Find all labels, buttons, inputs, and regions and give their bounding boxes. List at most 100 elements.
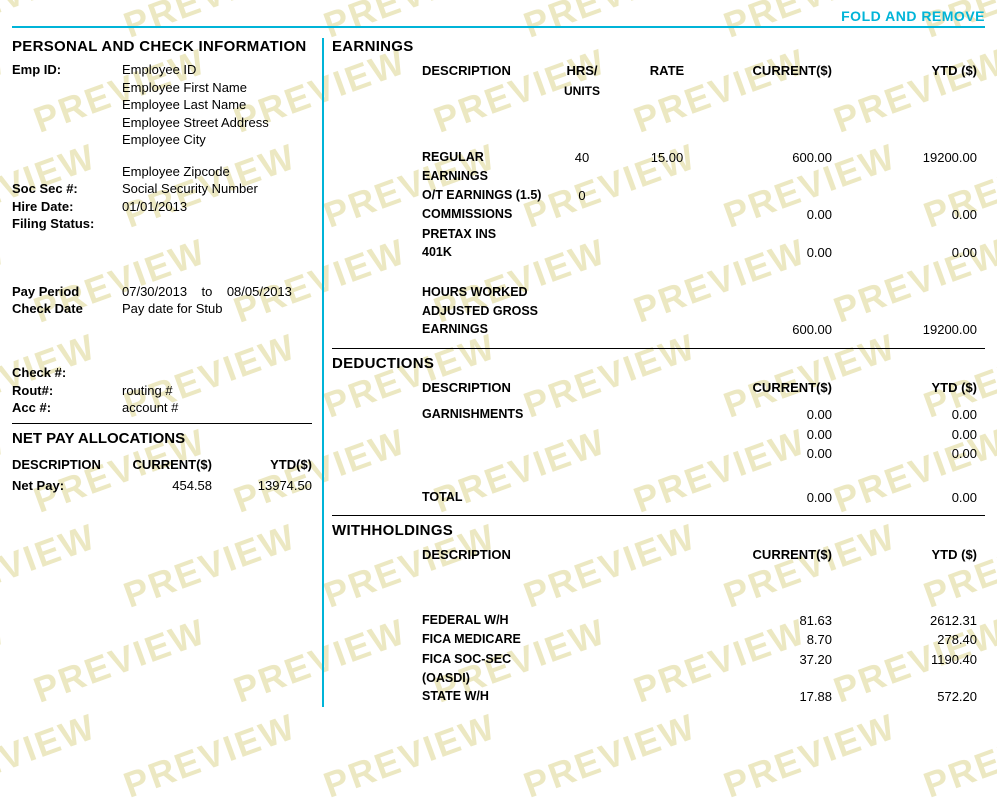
e-desc: COMMISSIONS [332,205,542,225]
d-total-label: TOTAL [332,488,542,508]
filing-label: Filing Status: [12,215,122,233]
account-label: Acc #: [12,399,122,417]
check-num-label: Check #: [12,364,122,382]
check-num [122,364,312,382]
deduction-row: 0.000.00 [332,425,985,445]
e-hrs [542,243,622,263]
withholdings-header: DESCRIPTION CURRENT($) YTD ($) [332,545,985,565]
w-h-cur: CURRENT($) [712,545,832,565]
np-row-ytd: 13974.50 [212,478,312,493]
deduction-row: 0.000.00 [332,444,985,464]
d-h-desc: DESCRIPTION [332,378,542,398]
filing-status [122,215,312,233]
e-ytd: 0.00 [832,205,985,225]
withholding-row: STATE W/H 17.88572.20 [332,687,985,707]
e-cur [712,225,832,244]
np-h-desc: DESCRIPTION [12,457,112,472]
deductions-total-row: TOTAL 0.00 0.00 [332,488,985,508]
w-ytd: 2612.31 [832,611,985,631]
d-cur: 0.00 [712,425,832,445]
e-hrs [542,205,622,225]
e-h-rate: RATE [622,61,712,100]
w-ytd: 572.20 [832,687,985,707]
w-h-desc: DESCRIPTION [332,545,542,565]
emp-city: Employee City [122,131,312,149]
withholding-row: FICA MEDICARE8.70278.40 [332,630,985,650]
deductions-header: DESCRIPTION CURRENT($) YTD ($) [332,378,985,398]
w-desc: FICA MEDICARE [332,630,542,650]
e-rate [622,205,712,225]
e-rate [622,243,712,263]
emp-street: Employee Street Address [122,114,312,132]
withholdings-title: WITHHOLDINGS [332,522,985,539]
d-total-ytd: 0.00 [832,488,985,508]
earnings-row: REGULAR EARNINGS4015.00600.0019200.00 [332,148,985,186]
hire-label: Hire Date: [12,198,122,216]
e-h-hrs: HRS/UNITS [542,61,622,100]
e-cur: 0.00 [712,243,832,263]
routing-label: Rout#: [12,382,122,400]
check-date-label: Check Date [12,300,122,318]
pay-period-row: Pay Period 07/30/2013 to 08/05/2013 [12,283,312,301]
np-h-ytd: YTD($) [212,457,312,472]
fold-label: FOLD AND REMOVE [12,8,985,24]
earnings-row: 401K 0.000.00 [332,243,985,263]
e-ytd: 19200.00 [832,148,985,186]
netpay-title: NET PAY ALLOCATIONS [12,430,312,447]
e-h-ytd: YTD ($) [832,61,985,100]
account-num: account # [122,399,312,417]
d-desc [332,425,542,445]
hire-date: 01/01/2013 [122,198,312,216]
d-desc: GARNISHMENTS [332,405,542,425]
deductions-title: DEDUCTIONS [332,355,985,372]
pay-period-to: 08/05/2013 [227,284,292,299]
e-ytd: 0.00 [832,243,985,263]
d-desc [332,444,542,464]
e-hrs: 0 [542,186,622,206]
paystub-document: FOLD AND REMOVE PERSONAL AND CHECK INFOR… [0,0,997,707]
e-desc: 401K [332,243,542,263]
e-cur: 0.00 [712,205,832,225]
personal-title: PERSONAL AND CHECK INFORMATION [12,38,312,55]
ssn-label: Soc Sec #: [12,180,122,198]
e-hrs: 40 [542,148,622,186]
left-panel: PERSONAL AND CHECK INFORMATION Emp ID: Em… [12,38,322,707]
e-desc: O/T EARNINGS (1.5) [332,186,542,206]
e-cur: 600.00 [712,148,832,186]
d-h-ytd: YTD ($) [832,378,985,398]
earnings-row: PRETAX INS [332,225,985,244]
separator [332,348,985,349]
pay-period-from: 07/30/2013 [122,284,187,299]
d-cur: 0.00 [712,405,832,425]
netpay-header: DESCRIPTION CURRENT($) YTD($) [12,457,312,472]
e-hrs [542,225,622,244]
d-cur: 0.00 [712,444,832,464]
top-separator [12,26,985,28]
emp-id-label: Emp ID: [12,61,122,79]
w-cur: 37.20 [712,650,832,688]
separator [12,423,312,424]
adj-gross-ytd: 19200.00 [832,320,985,340]
e-desc: REGULAR EARNINGS [332,148,542,186]
w-cur: 8.70 [712,630,832,650]
e-desc: PRETAX INS [332,225,542,244]
w-ytd: 1190.40 [832,650,985,688]
withholding-row: FEDERAL W/H81.632612.31 [332,611,985,631]
earnings-row: O/T EARNINGS (1.5)0 [332,186,985,206]
w-desc: FEDERAL W/H [332,611,542,631]
e-ytd [832,225,985,244]
np-row-cur: 454.58 [112,478,212,493]
adj-gross-2: EARNINGS [332,320,542,340]
pay-period-label: Pay Period [12,283,122,301]
e-cur [712,186,832,206]
earnings-title: EARNINGS [332,38,985,55]
w-cur: 17.88 [712,687,832,707]
netpay-row: Net Pay: 454.58 13974.50 [12,478,312,493]
routing-num: routing # [122,382,312,400]
w-h-ytd: YTD ($) [832,545,985,565]
w-desc: STATE W/H [332,687,542,707]
right-panel: EARNINGS DESCRIPTION HRS/UNITS RATE CURR… [322,38,985,707]
w-desc: FICA SOC-SEC (OASDI) [332,650,542,688]
ssn: Social Security Number [122,180,312,198]
check-date: Pay date for Stub [122,300,312,318]
